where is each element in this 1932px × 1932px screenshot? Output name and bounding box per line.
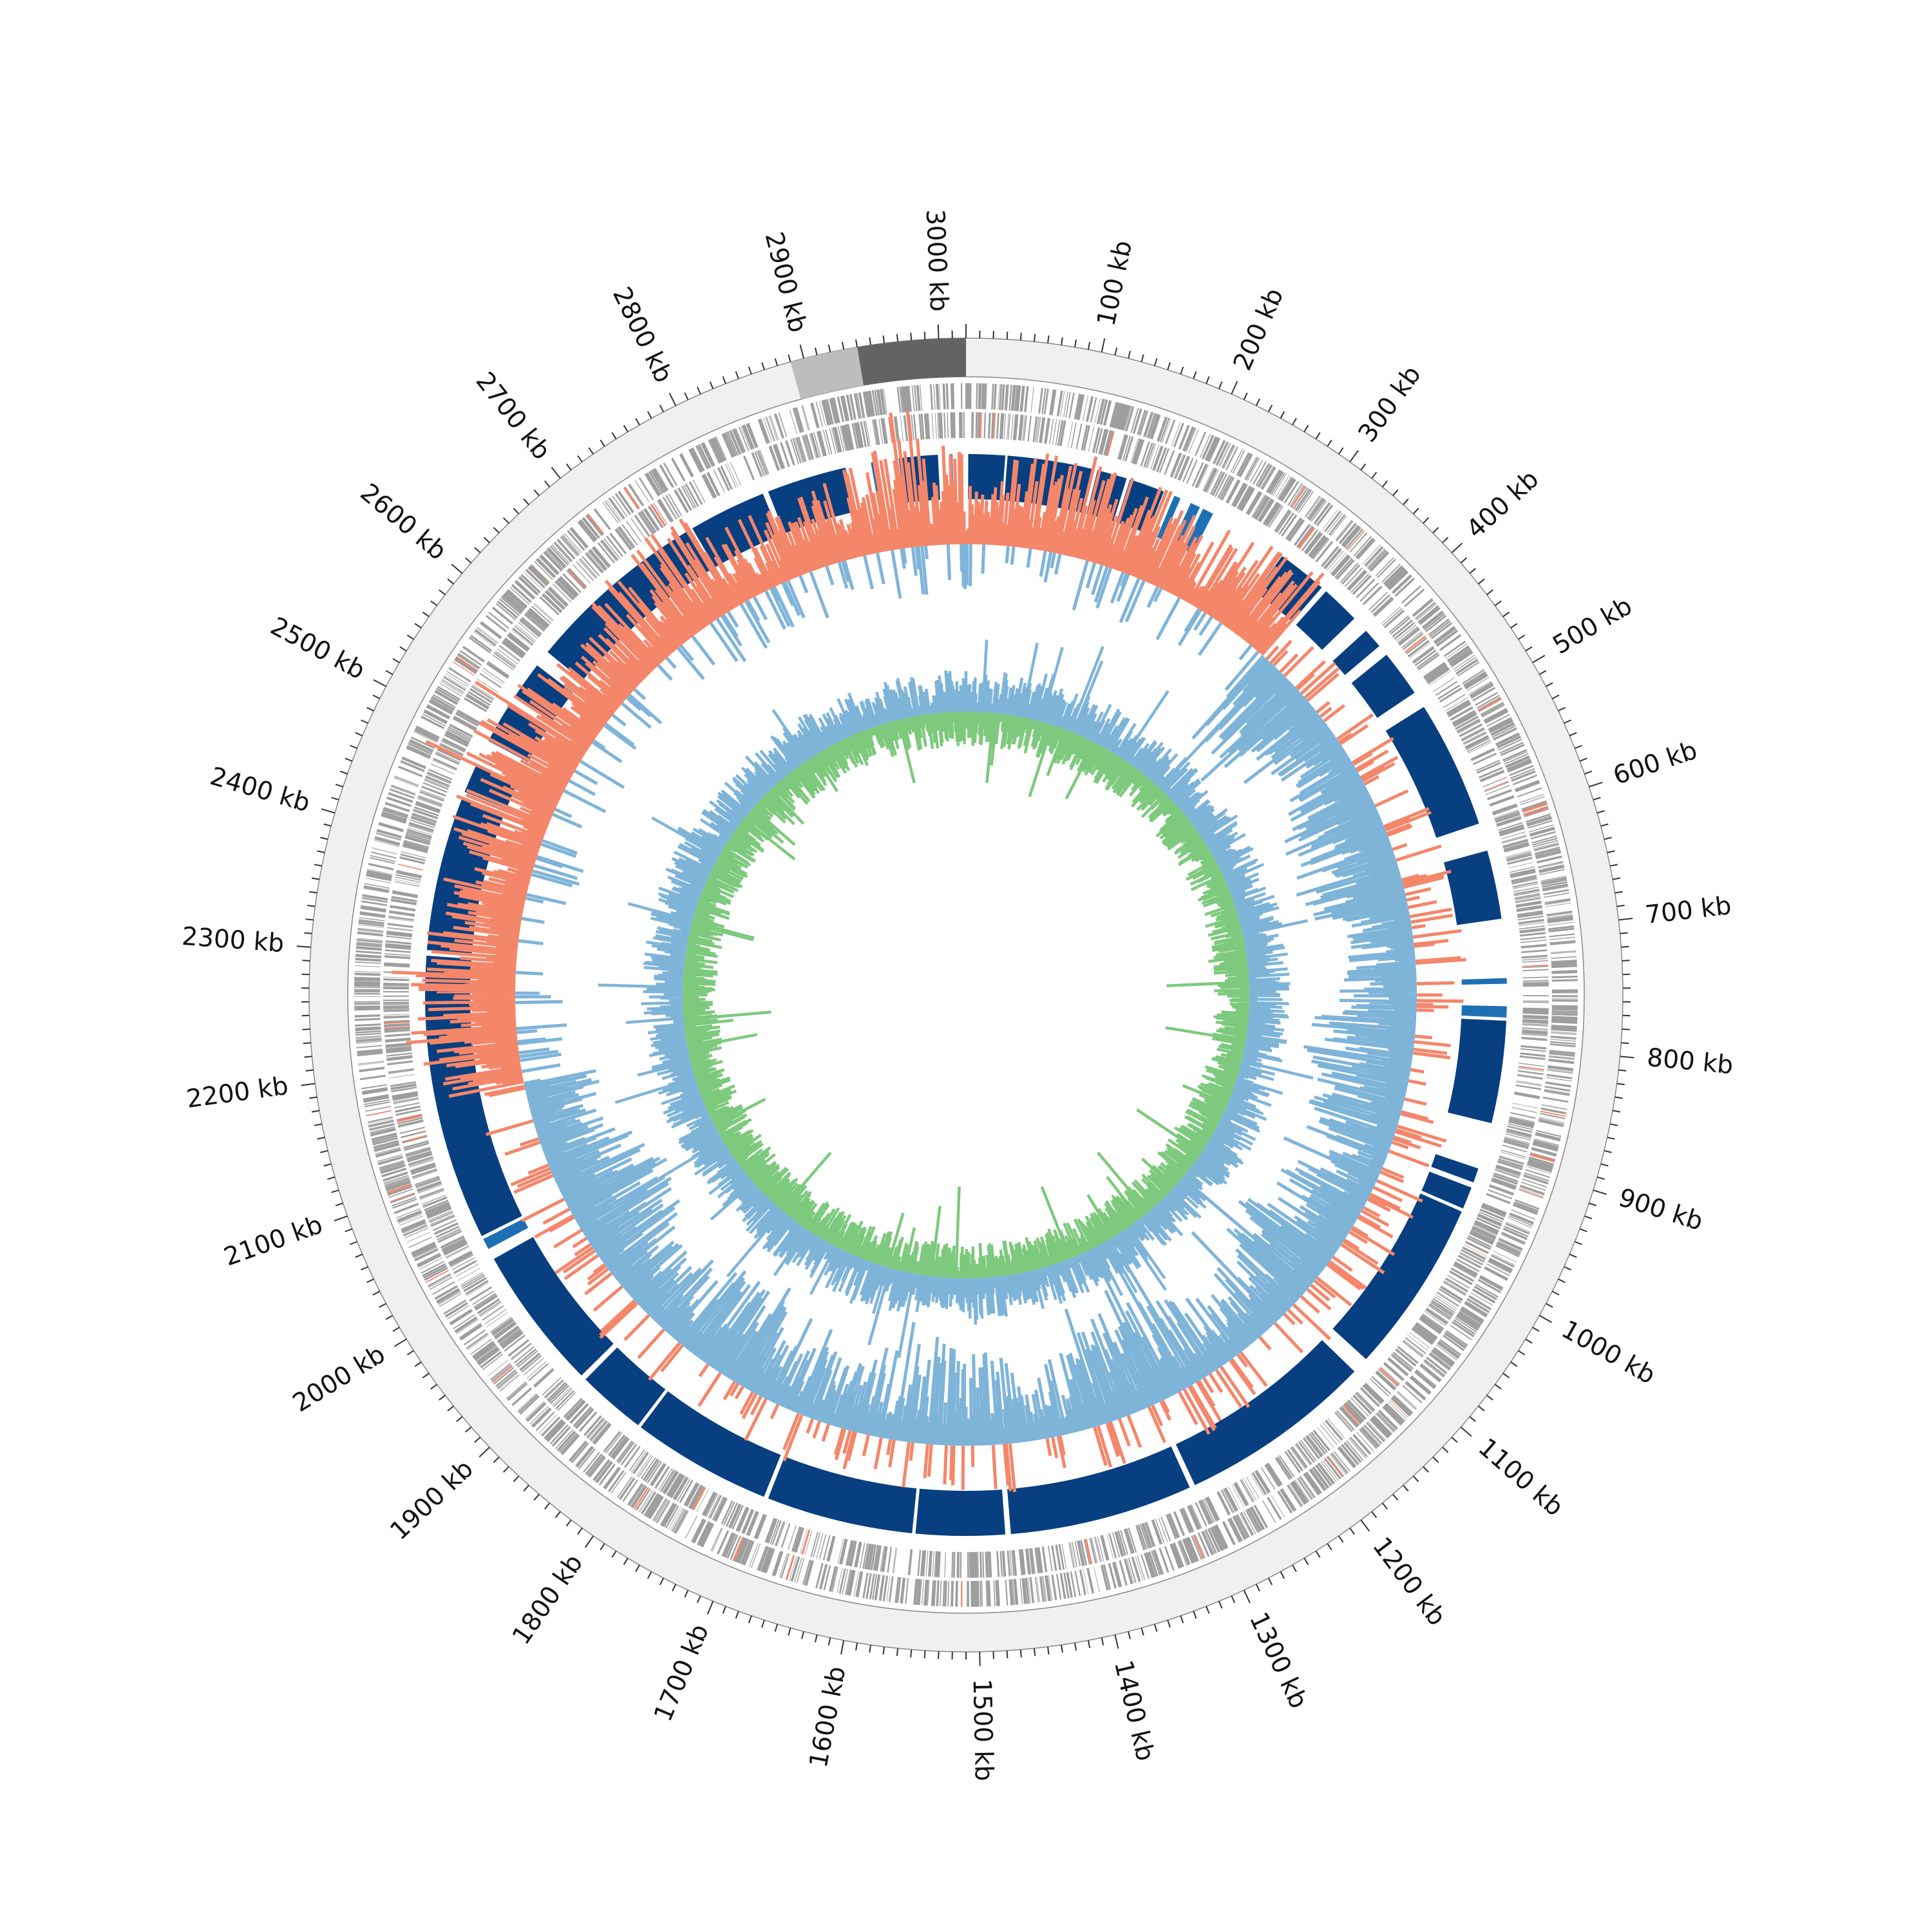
skew-track (392, 411, 1466, 1492)
tick-label: 2100 kb (220, 1210, 327, 1272)
skew-negative-bars (515, 544, 1417, 1446)
feature-block (585, 1347, 666, 1426)
feature-block (968, 454, 1006, 501)
feature-block (1448, 1018, 1507, 1124)
feature-block (1157, 495, 1181, 540)
tick-label: 900 kb (1615, 1183, 1706, 1236)
feature-block (1385, 706, 1479, 838)
feature-block (1431, 1154, 1479, 1182)
tick-label: 1600 kb (804, 1664, 852, 1770)
content-track (598, 639, 1314, 1358)
feature-block (768, 1456, 917, 1533)
tick-label: 1500 kb (967, 1678, 998, 1781)
feature-block (1183, 508, 1213, 554)
tick-label: 1200 kb (1367, 1532, 1452, 1631)
tick-label: 1300 kb (1244, 1608, 1313, 1713)
tick-label: 100 kb (1092, 238, 1138, 329)
tick-label: 1800 kb (507, 1549, 589, 1650)
feature-block (915, 1488, 1006, 1536)
feature-block (641, 1391, 781, 1497)
feature-block (493, 1236, 614, 1376)
content-inward-bars (682, 711, 1250, 1279)
tick-label: 1700 kb (649, 1620, 715, 1726)
feature-block (1332, 630, 1379, 676)
skew-positive-bars (392, 411, 1466, 1492)
content-outward-bars (598, 639, 1314, 1358)
feature-block (1007, 1446, 1190, 1535)
tick-label: 2400 kb (207, 762, 313, 818)
feature-block (1296, 591, 1355, 650)
tick-label: 1100 kb (1472, 1433, 1568, 1522)
tick-label: 300 kb (1353, 361, 1427, 448)
feature-block (1444, 850, 1502, 925)
tick-label: 2700 kb (470, 367, 556, 466)
tick-label: 3000 kb (920, 209, 954, 312)
feature-block (1175, 1340, 1355, 1486)
tick-label: 1900 kb (385, 1454, 479, 1546)
tick-label: 2500 kb (265, 612, 370, 685)
tick-label: 2800 kb (607, 283, 678, 388)
tick-label: 800 kb (1645, 1043, 1734, 1080)
tick-label: 500 kb (1548, 592, 1638, 661)
tick-label: 600 kb (1610, 736, 1701, 791)
tick-label: 2200 kb (185, 1072, 290, 1114)
tick-label: 2000 kb (288, 1340, 390, 1418)
tick-label: 200 kb (1228, 284, 1289, 375)
tick-label: 1400 kb (1108, 1658, 1160, 1764)
tick-label: 400 kb (1461, 465, 1545, 545)
tick-label: 2600 kb (355, 478, 452, 566)
tick-marks (296, 324, 1634, 1666)
tick-label: 1000 kb (1557, 1315, 1660, 1390)
outer-band-segment (857, 338, 966, 386)
tick-label: 700 kb (1643, 891, 1732, 930)
feature-block (1421, 1171, 1472, 1209)
feature-block (483, 1218, 529, 1249)
axis-ticks (296, 324, 1634, 1666)
feature-block (1351, 654, 1415, 718)
feature-block (1332, 1193, 1462, 1359)
tick-label: 2300 kb (181, 922, 285, 958)
feature-block (1461, 978, 1507, 985)
tick-label: 2900 kb (759, 229, 812, 336)
feature-block (1461, 1005, 1507, 1018)
outer-band-segment (790, 347, 864, 399)
feature-block (425, 955, 522, 1236)
